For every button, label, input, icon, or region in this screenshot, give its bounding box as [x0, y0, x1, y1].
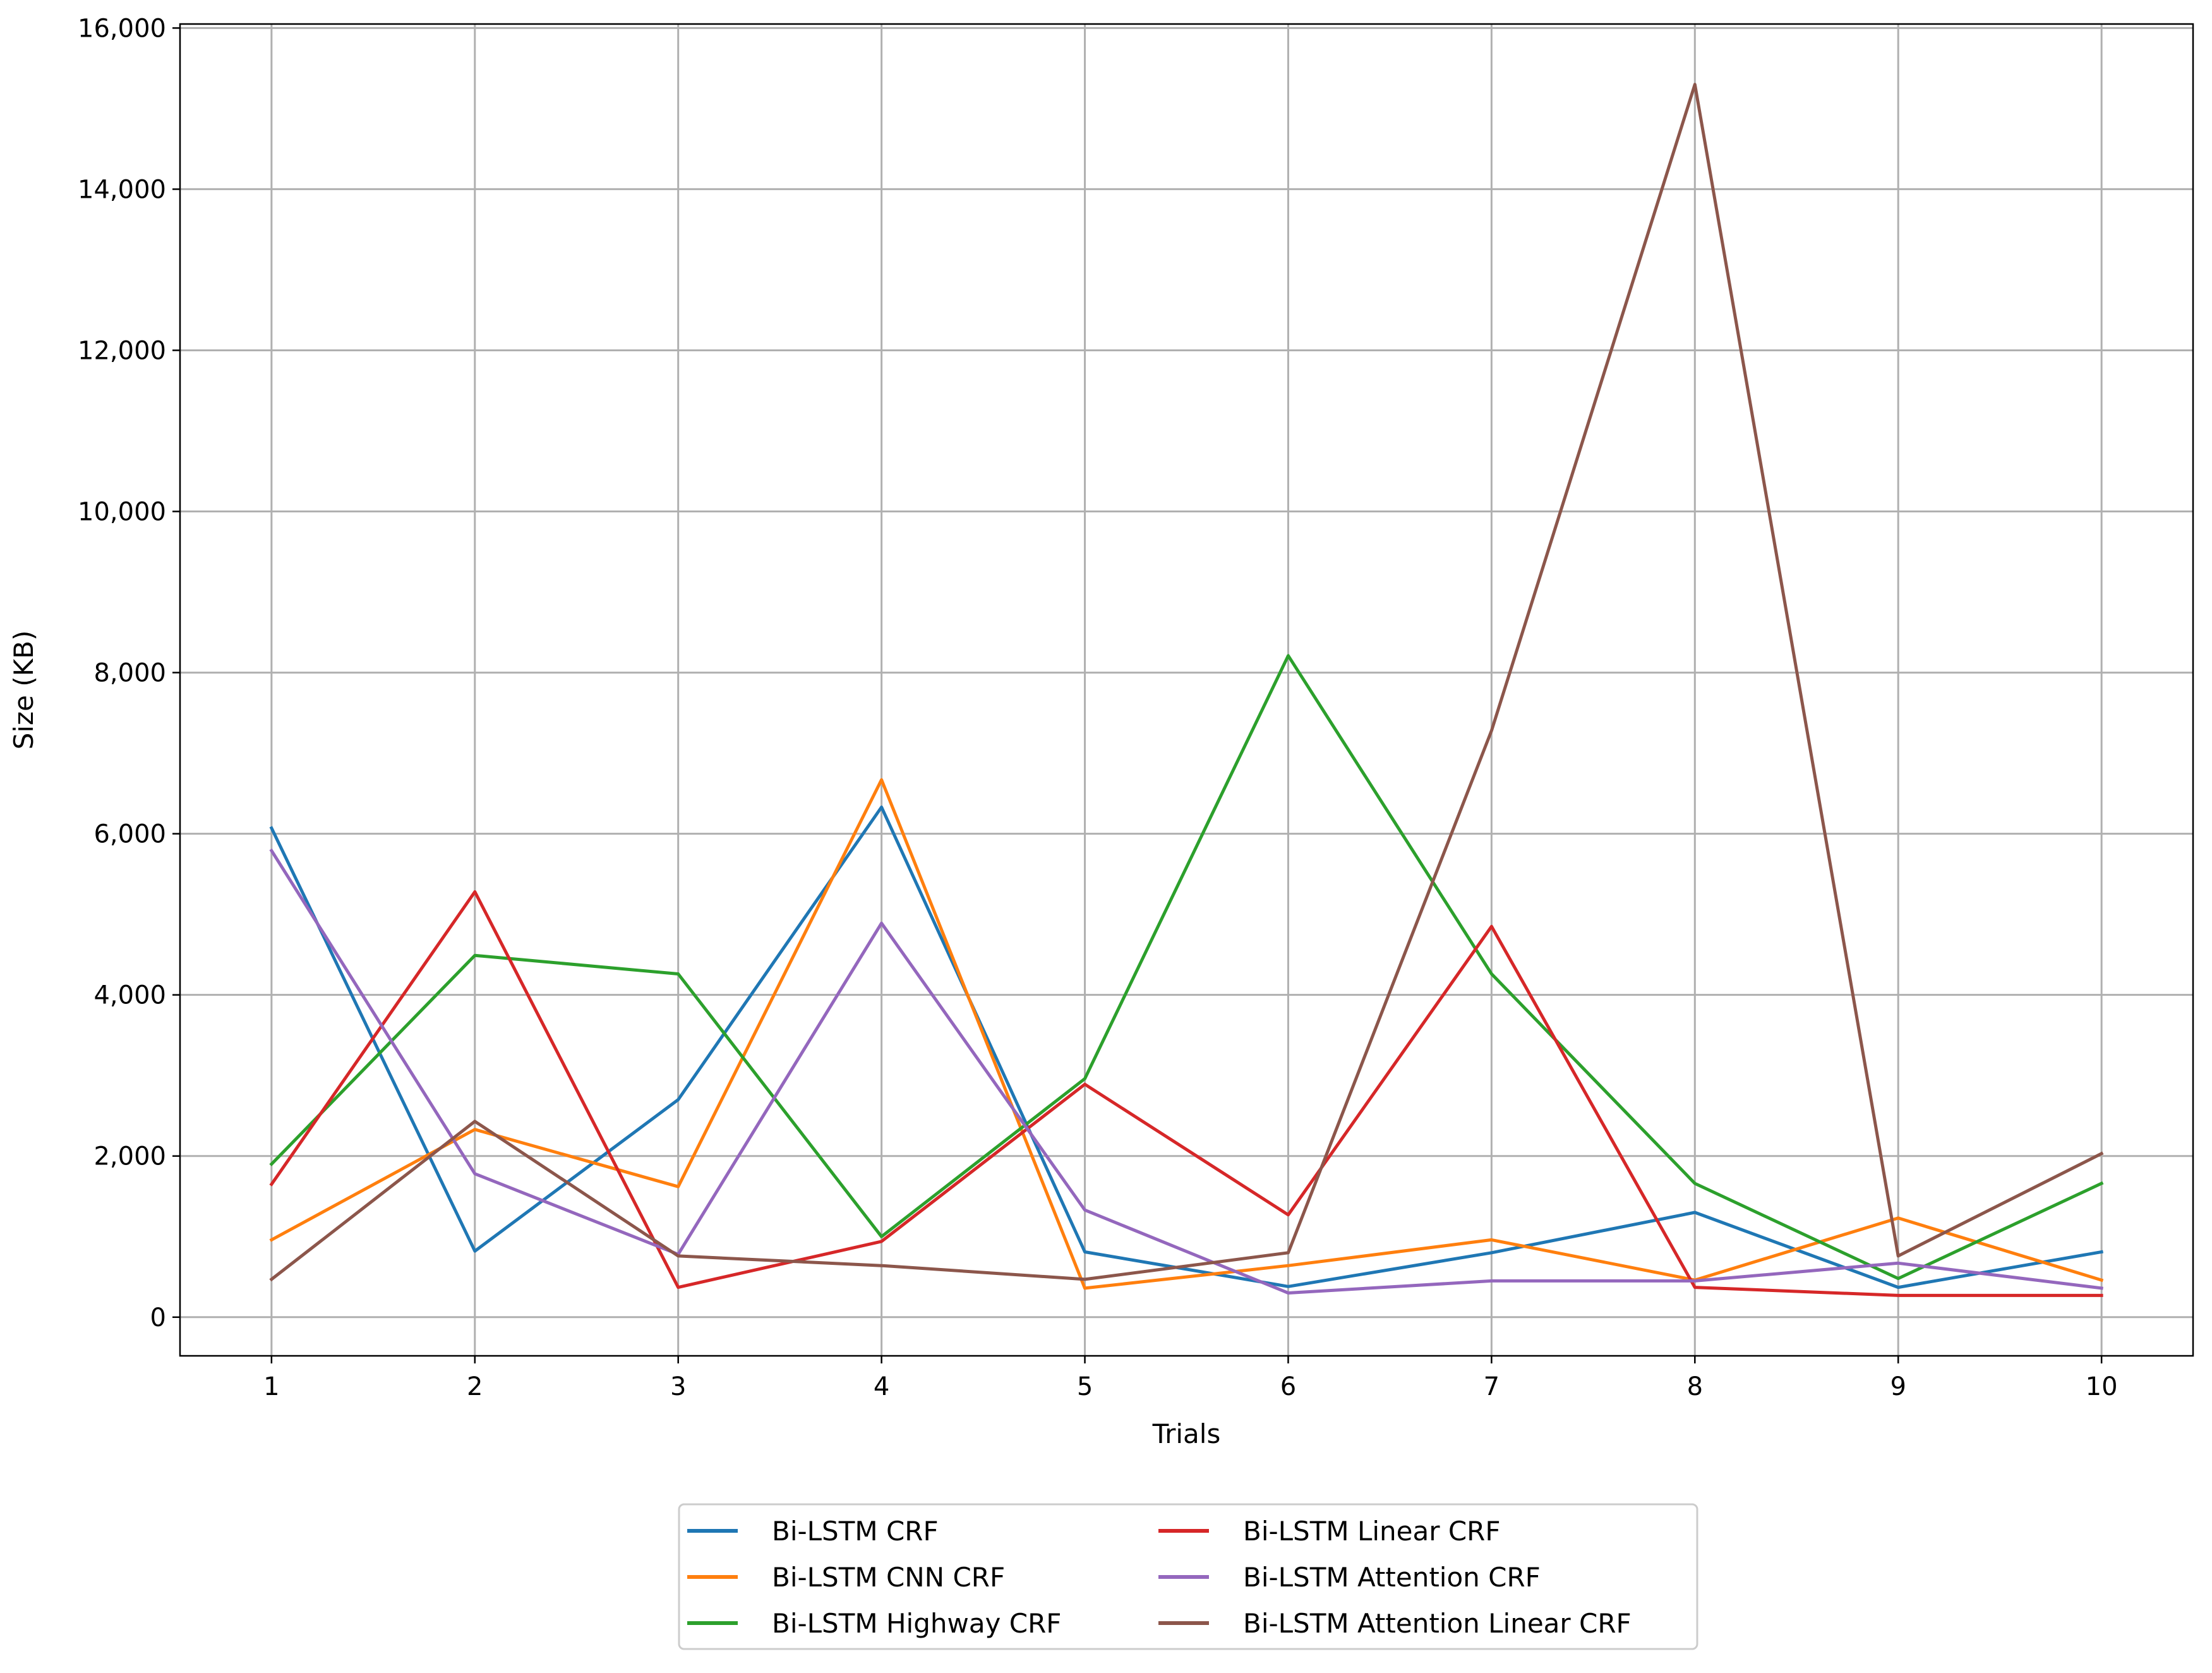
y-tick-label: 0: [150, 1303, 166, 1332]
x-tick-label: 6: [1280, 1372, 1296, 1401]
grid: [180, 24, 2193, 1356]
y-axis-label: Size (KB): [8, 631, 39, 750]
y-tick-label: 16,000: [78, 14, 166, 43]
x-tick-label: 4: [874, 1372, 889, 1401]
y-tick-label: 12,000: [78, 336, 166, 365]
y-tick-label: 14,000: [78, 175, 166, 204]
y-tick-label: 2,000: [93, 1142, 166, 1171]
x-tick-label: 8: [1687, 1372, 1703, 1401]
y-tick-label: 6,000: [93, 820, 166, 849]
legend-label: Bi-LSTM Highway CRF: [772, 1608, 1061, 1639]
x-tick-label: 5: [1077, 1372, 1093, 1401]
x-tick-label: 10: [2086, 1372, 2118, 1401]
x-tick-label: 1: [263, 1372, 279, 1401]
y-tick-label: 10,000: [78, 498, 166, 527]
series-line-6: [269, 83, 2104, 1282]
series-line-5: [269, 848, 2103, 1295]
legend-label: Bi-LSTM Attention CRF: [1243, 1562, 1541, 1593]
legend-label: Bi-LSTM CRF: [772, 1516, 939, 1547]
x-tick-label: 9: [1890, 1372, 1906, 1401]
y-tick-label: 8,000: [93, 659, 166, 688]
legend: Bi-LSTM CRF Bi-LSTM CNN CRF Bi-LSTM Highwa…: [678, 1503, 1698, 1650]
x-tick-label: 3: [670, 1372, 686, 1401]
series-line-2: [269, 778, 2104, 1290]
legend-label: Bi-LSTM Linear CRF: [1243, 1516, 1501, 1547]
axes-frame: [179, 23, 2194, 1357]
x-axis-label: Trials: [1152, 1418, 1221, 1449]
axis-ticks: 1 2 3 4 5 6 7 8 9 10 0 2,000 4,000 6,000 8,000 10,000 12…: [78, 14, 2118, 1401]
legend-label: Bi-LSTM Attention Linear CRF: [1243, 1608, 1632, 1639]
series-lines: [269, 83, 2104, 1297]
x-tick-label: 7: [1484, 1372, 1500, 1401]
series-line-3: [269, 654, 2104, 1281]
x-tick-label: 2: [467, 1372, 483, 1401]
y-tick-label: 4,000: [93, 981, 166, 1010]
series-line-4: [269, 890, 2103, 1297]
legend-label: Bi-LSTM CNN CRF: [772, 1562, 1005, 1593]
